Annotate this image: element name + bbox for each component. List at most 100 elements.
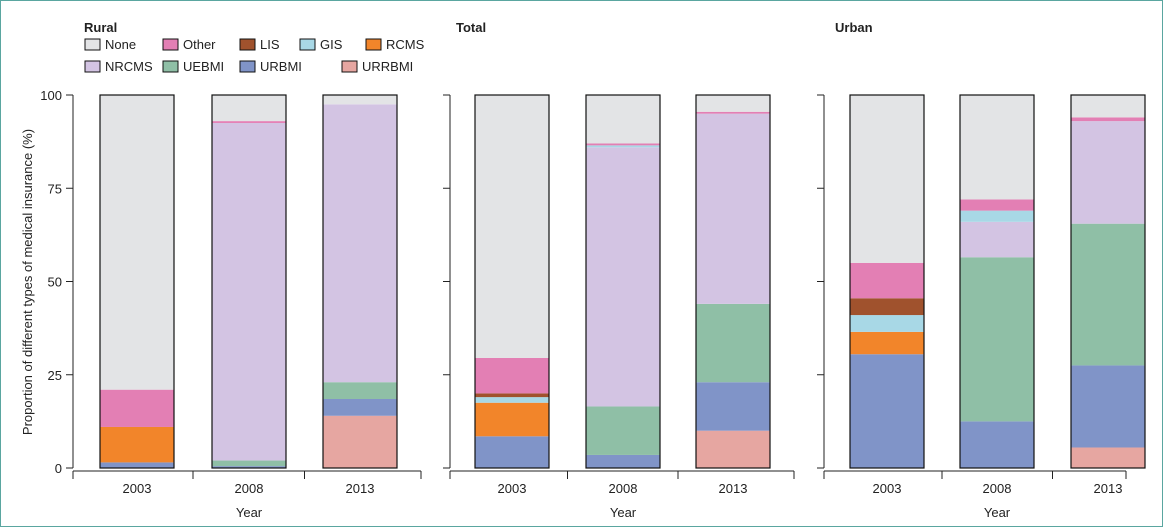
y-tick-label: 0 [55, 461, 62, 476]
bar-segment-nrcms-2008 [586, 147, 660, 407]
bar-segment-none-2008 [212, 95, 286, 122]
bar-segment-gis-2003 [475, 397, 549, 403]
legend-swatch-urrbmi [341, 60, 358, 73]
legend-swatch-rcms [365, 38, 382, 51]
bar-segment-urbmi-2013 [1071, 365, 1145, 448]
bar-segment-nrcms-2008 [212, 122, 286, 461]
panel-title: Urban [835, 20, 873, 35]
bar-segment-gis-2008 [586, 145, 660, 148]
legend-swatch-urbmi [239, 60, 256, 73]
bar-segment-none-2003 [100, 95, 174, 390]
legend-label-nrcms: NRCMS [105, 59, 153, 74]
legend-label-none: None [105, 37, 136, 52]
x-axis-title: Year [236, 505, 263, 520]
bar-segment-lis-2003 [850, 298, 924, 316]
y-tick-label: 100 [40, 88, 62, 103]
bar-segment-other-2008 [586, 143, 660, 146]
bar-segment-urbmi-2003 [850, 354, 924, 468]
legend-swatch-nrcms [84, 60, 101, 73]
y-tick-label: 25 [48, 368, 62, 383]
bar-segment-none-2013 [1071, 95, 1145, 118]
legend-label-urrbmi: URRBMI [362, 59, 413, 74]
bar-segment-rcms-2003 [850, 331, 924, 355]
bar-segment-nrcms-2013 [696, 113, 770, 304]
x-axis-title: Year [610, 505, 637, 520]
bar-segment-uebmi-2008 [586, 406, 660, 455]
bar-segment-urbmi-2003 [475, 436, 549, 468]
bar-segment-other-2003 [850, 262, 924, 299]
bar-segment-other-2013 [696, 111, 770, 114]
bar-segment-urbmi-2008 [960, 421, 1034, 468]
legend-label-lis: LIS [260, 37, 280, 52]
x-tick-label: 2003 [873, 481, 902, 496]
legend-label-uebmi: UEBMI [183, 59, 224, 74]
bar-segment-urbmi-2008 [212, 466, 286, 468]
y-tick-label: 50 [48, 275, 62, 290]
bar-outline-2013 [322, 94, 398, 469]
bar-segment-nrcms-2013 [323, 104, 397, 383]
legend-label-other: Other [183, 37, 216, 52]
bar-outline-2003 [849, 94, 925, 469]
bar-outline-2008 [211, 94, 287, 469]
x-tick-label: 2008 [235, 481, 264, 496]
x-tick-label: 2003 [498, 481, 527, 496]
bar-segment-urbmi-2013 [323, 398, 397, 416]
x-tick-label: 2013 [1094, 481, 1123, 496]
bar-segment-nrcms-2008 [960, 221, 1034, 258]
bar-segment-none-2013 [323, 95, 397, 105]
y-axis-title: Proportion of different types of medical… [20, 129, 35, 435]
bar-segment-urbmi-2008 [586, 454, 660, 468]
bar-segment-urbmi-2003 [100, 462, 174, 468]
bar-segment-none-2008 [586, 95, 660, 144]
bar-segment-rcms-2003 [100, 426, 174, 463]
bar-segment-none-2003 [850, 95, 924, 263]
legend-label-gis: GIS [320, 37, 343, 52]
legend-swatch-none [84, 38, 101, 51]
bar-segment-none-2003 [475, 95, 549, 358]
y-tick-label: 75 [48, 181, 62, 196]
bar-outline-2013 [695, 94, 771, 469]
x-tick-label: 2008 [983, 481, 1012, 496]
bar-outline-2008 [585, 94, 661, 469]
legend-swatch-lis [239, 38, 256, 51]
x-tick-label: 2013 [719, 481, 748, 496]
x-tick-label: 2013 [346, 481, 375, 496]
legend-swatch-other [162, 38, 179, 51]
bar-segment-nrcms-2013 [1071, 121, 1145, 224]
bar-segment-other-2008 [960, 199, 1034, 211]
bar-segment-uebmi-2013 [323, 382, 397, 399]
bar-segment-gis-2003 [850, 315, 924, 332]
bar-segment-urrbmi-2013 [1071, 447, 1145, 468]
legend-swatch-gis [299, 38, 316, 51]
bar-segment-urbmi-2013 [696, 382, 770, 431]
bar-outline-2003 [99, 94, 175, 469]
x-tick-label: 2008 [609, 481, 638, 496]
legend-swatch-uebmi [162, 60, 179, 73]
bar-segment-other-2003 [100, 389, 174, 427]
bar-outline-2008 [959, 94, 1035, 469]
bar-segment-urrbmi-2013 [323, 415, 397, 468]
legend-label-urbmi: URBMI [260, 59, 302, 74]
panel-title: Rural [84, 20, 117, 35]
bar-segment-rcms-2003 [475, 402, 549, 437]
bar-segment-none-2008 [960, 95, 1034, 200]
bar-segment-other-2013 [1071, 117, 1145, 122]
bar-segment-uebmi-2008 [960, 257, 1034, 422]
bar-segment-urrbmi-2013 [696, 430, 770, 468]
bar-segment-uebmi-2008 [212, 460, 286, 467]
bar-outline-2013 [1070, 94, 1146, 469]
bar-segment-other-2003 [475, 357, 549, 394]
bar-segment-uebmi-2013 [696, 303, 770, 383]
panel-title: Total [456, 20, 486, 35]
x-tick-label: 2003 [123, 481, 152, 496]
bar-outline-2003 [474, 94, 550, 469]
legend-label-rcms: RCMS [386, 37, 425, 52]
bar-segment-gis-2008 [960, 210, 1034, 222]
bar-segment-none-2013 [696, 95, 770, 112]
bar-segment-other-2008 [212, 121, 286, 123]
bar-segment-lis-2003 [475, 393, 549, 398]
bar-segment-uebmi-2013 [1071, 223, 1145, 366]
x-axis-title: Year [984, 505, 1011, 520]
